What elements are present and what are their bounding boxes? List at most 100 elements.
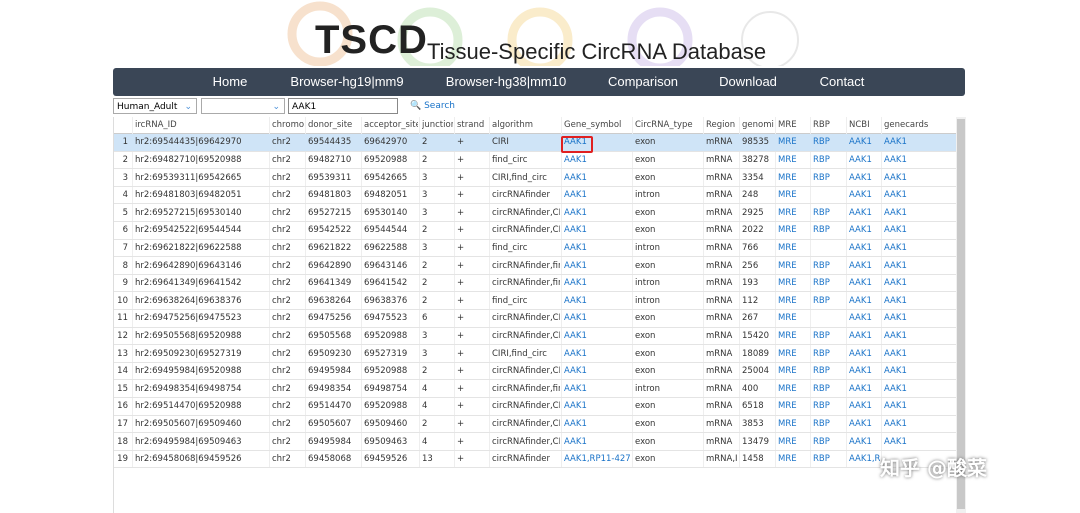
table-cell[interactable]: AAK1 (564, 278, 587, 289)
nav-link[interactable]: Browser-hg19|mm9 (290, 74, 404, 89)
table-cell[interactable]: RBP (813, 137, 830, 148)
table-cell[interactable]: AAK1 (849, 137, 872, 148)
table-cell[interactable]: AAK1 (564, 313, 587, 324)
table-cell[interactable]: AAK1 (884, 225, 907, 236)
nav-link[interactable]: Comparison (607, 74, 679, 89)
table-cell[interactable]: AAK1 (884, 383, 907, 394)
table-cell[interactable]: MRE (778, 401, 797, 412)
table-cell[interactable]: AAK1 (564, 172, 587, 183)
table-cell[interactable]: AAK1 (849, 313, 872, 324)
table-cell[interactable]: AAK1 (564, 366, 587, 377)
table-cell[interactable]: MRE (778, 137, 797, 148)
table-cell[interactable]: AAK1 (849, 366, 872, 377)
table-cell[interactable]: MRE (778, 436, 797, 447)
table-cell[interactable]: RBP (813, 401, 830, 412)
table-cell[interactable]: AAK1 (884, 401, 907, 412)
column-header[interactable]: algorithm (492, 120, 534, 130)
table-cell[interactable]: MRE (778, 207, 797, 218)
nav-link[interactable]: Browser-hg38|mm10 (445, 74, 567, 89)
table-cell[interactable]: AAK1,RP11-427H3 (564, 454, 631, 465)
column-header[interactable]: RBP (813, 120, 830, 130)
table-cell[interactable]: RBP (813, 454, 830, 465)
table-cell[interactable]: AAK1 (564, 401, 587, 412)
table-cell[interactable]: AAK1 (849, 225, 872, 236)
table-cell[interactable]: MRE (778, 278, 797, 289)
species-select[interactable]: Human_Adult ⌄ (113, 98, 197, 114)
table-cell[interactable]: AAK1 (884, 418, 907, 429)
table-cell[interactable]: RBP (813, 172, 830, 183)
table-cell[interactable]: MRE (778, 295, 797, 306)
table-cell[interactable]: AAK1 (849, 383, 872, 394)
table-cell[interactable]: AAK1 (564, 154, 587, 165)
table-cell[interactable]: AAK1 (849, 295, 872, 306)
table-cell[interactable]: AAK1 (884, 313, 907, 324)
table-cell[interactable]: RBP (813, 225, 830, 236)
table-cell[interactable]: AAK1,RP (849, 454, 880, 465)
table-cell[interactable]: AAK1 (884, 436, 907, 447)
table-cell[interactable]: RBP (813, 436, 830, 447)
table-cell[interactable]: AAK1 (884, 366, 907, 377)
tissue-select[interactable]: ⌄ (201, 98, 285, 114)
table-cell[interactable]: AAK1 (884, 295, 907, 306)
nav-link[interactable]: Contact (819, 74, 865, 89)
column-header[interactable]: MRE (778, 120, 797, 130)
table-cell[interactable]: AAK1 (849, 330, 872, 341)
table-cell[interactable]: AAK1 (564, 260, 587, 271)
nav-link[interactable]: Home (212, 74, 248, 89)
table-cell[interactable]: AAK1 (564, 348, 587, 359)
table-cell[interactable]: RBP (813, 207, 830, 218)
column-header[interactable]: genomic (742, 120, 774, 130)
table-cell[interactable]: AAK1 (884, 330, 907, 341)
column-header[interactable]: donor_site (308, 120, 353, 130)
table-cell[interactable]: MRE (778, 313, 797, 324)
table-cell[interactable]: AAK1 (849, 348, 872, 359)
scroll-thumb[interactable] (957, 119, 965, 509)
table-cell[interactable]: AAK1 (884, 260, 907, 271)
search-button[interactable]: 🔍 Search (410, 101, 455, 111)
table-cell[interactable]: MRE (778, 172, 797, 183)
table-cell[interactable]: AAK1 (849, 172, 872, 183)
column-header[interactable]: genecards (884, 120, 929, 130)
table-cell[interactable]: RBP (813, 366, 830, 377)
table-cell[interactable]: AAK1 (564, 137, 587, 148)
column-header[interactable]: Region (706, 120, 736, 130)
table-cell[interactable]: AAK1 (564, 418, 587, 429)
table-cell[interactable]: AAK1 (849, 190, 872, 201)
column-header[interactable]: ircRNA_ID (135, 120, 177, 130)
column-header[interactable]: junction (422, 120, 453, 130)
table-cell[interactable]: RBP (813, 260, 830, 271)
table-cell[interactable]: AAK1 (849, 207, 872, 218)
table-cell[interactable]: AAK1 (884, 154, 907, 165)
table-cell[interactable]: MRE (778, 260, 797, 271)
column-header[interactable]: Gene_symbol (564, 120, 622, 130)
table-cell[interactable]: AAK1 (564, 242, 587, 253)
table-cell[interactable]: AAK1 (884, 190, 907, 201)
table-cell[interactable]: MRE (778, 366, 797, 377)
table-cell[interactable]: AAK1 (564, 330, 587, 341)
table-cell[interactable]: AAK1 (849, 260, 872, 271)
table-cell[interactable]: AAK1 (564, 190, 587, 201)
table-cell[interactable]: AAK1 (849, 401, 872, 412)
table-cell[interactable]: AAK1 (884, 207, 907, 218)
table-cell[interactable]: RBP (813, 295, 830, 306)
table-cell[interactable]: AAK1 (884, 137, 907, 148)
table-cell[interactable]: AAK1 (849, 242, 872, 253)
table-cell[interactable]: MRE (778, 418, 797, 429)
table-cell[interactable]: AAK1 (849, 278, 872, 289)
table-cell[interactable]: MRE (778, 330, 797, 341)
table-cell[interactable]: MRE (778, 348, 797, 359)
table-cell[interactable]: AAK1 (564, 225, 587, 236)
table-cell[interactable]: MRE (778, 225, 797, 236)
table-cell[interactable]: AAK1 (884, 348, 907, 359)
column-header[interactable]: chromos (272, 120, 304, 130)
column-header[interactable]: acceptor_site (364, 120, 418, 130)
table-cell[interactable]: RBP (813, 418, 830, 429)
table-cell[interactable]: RBP (813, 154, 830, 165)
table-cell[interactable]: MRE (778, 242, 797, 253)
table-cell[interactable]: MRE (778, 383, 797, 394)
table-cell[interactable]: AAK1 (849, 154, 872, 165)
table-cell[interactable]: RBP (813, 383, 830, 394)
table-cell[interactable]: AAK1 (564, 436, 587, 447)
table-cell[interactable]: AAK1 (884, 172, 907, 183)
table-cell[interactable]: AAK1 (849, 436, 872, 447)
